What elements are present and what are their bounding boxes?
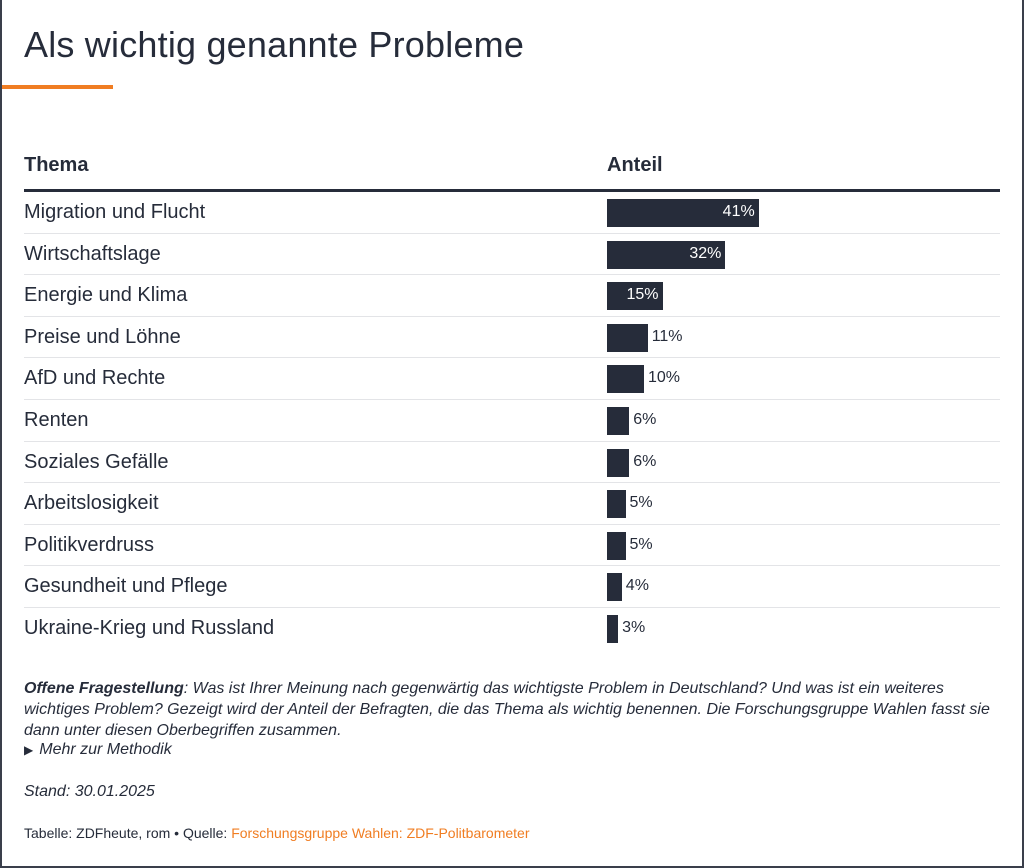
row-topic-label: Renten (24, 408, 89, 431)
row-topic-label: Arbeitslosigkeit (24, 492, 159, 515)
page-title: Als wichtig genannte Probleme (24, 24, 525, 65)
methodology-note: Offene Fragestellung: Was ist Ihrer Mein… (24, 678, 994, 741)
table-row: Gesundheit und Pflege 4% (24, 566, 1000, 608)
bar-value-label: 6% (633, 410, 657, 428)
source-line: Tabelle: ZDFheute, rom • Quelle: Forschu… (24, 825, 530, 841)
bar (607, 406, 630, 435)
source-prefix: Tabelle: ZDFheute, rom • Quelle: (24, 825, 232, 841)
table-row: Wirtschaftslage 32% (24, 234, 1000, 276)
bar-value-label: 3% (622, 618, 646, 636)
bar-value-label: 10% (648, 369, 681, 387)
row-topic-label: Politikverdruss (24, 533, 155, 556)
note-lead: Offene Fragestellung (24, 680, 184, 697)
bar-cell: 32% (607, 240, 1000, 269)
column-header-share: Anteil (607, 154, 663, 176)
table-row: Arbeitslosigkeit 5% (24, 483, 1000, 525)
row-topic-label: Soziales Gefälle (24, 450, 169, 473)
row-topic-label: Migration und Flucht (24, 201, 206, 223)
table-header: Thema Anteil (24, 150, 1000, 192)
bar-value-label: 15% (626, 286, 659, 304)
table-row: AfD und Rechte 10% (24, 358, 1000, 400)
bar-cell: 4% (607, 573, 1000, 602)
table-row: Energie und Klima 15% (24, 275, 1000, 317)
source-link[interactable]: Forschungsgruppe Wahlen: ZDF-Politbarome… (231, 825, 530, 841)
bar-cell: 15% (607, 282, 1000, 311)
table-row: Politikverdruss 5% (24, 525, 1000, 567)
row-topic-label: AfD und Rechte (24, 367, 166, 390)
bar-cell: 6% (607, 448, 1000, 477)
bar-cell: 6% (607, 406, 1000, 435)
table-row: Migration und Flucht 41% (24, 192, 1000, 234)
bar (607, 490, 626, 519)
bar-cell: 10% (607, 365, 1000, 394)
bar-cell: 5% (607, 531, 1000, 560)
methodology-toggle[interactable]: ▶ Mehr zur Methodik (24, 741, 172, 759)
bar-cell: 3% (607, 614, 1000, 643)
row-topic-label: Ukraine-Krieg und Russland (24, 616, 275, 639)
row-topic-label: Gesundheit und Pflege (24, 575, 228, 598)
row-topic-label: Preise und Löhne (24, 325, 181, 348)
bar-value-label: 4% (625, 577, 649, 595)
bar (607, 199, 759, 227)
bar-value-label: 5% (629, 494, 653, 512)
bar-value-label: 5% (629, 535, 653, 553)
table-row: Renten 6% (24, 400, 1000, 442)
bar (607, 282, 663, 311)
bar-value-label: 6% (633, 452, 657, 470)
table-body: Migration und Flucht 41% Wirtschaftslage 32… (24, 192, 1000, 650)
methodology-link-label: Mehr zur Methodik (39, 741, 172, 758)
bar-value-label: 41% (722, 203, 755, 220)
triangle-right-icon: ▶ (24, 743, 34, 757)
bar-cell: 5% (607, 490, 1000, 519)
row-topic-label: Wirtschaftslage (24, 242, 161, 265)
title-accent-line (2, 85, 113, 89)
date-stamp: Stand: 30.01.2025 (24, 783, 155, 800)
bar (607, 323, 648, 352)
row-topic-label: Energie und Klima (24, 284, 188, 307)
note-text: : Was ist Ihrer Meinung nach gegenwärtig… (24, 680, 990, 739)
bar (607, 614, 619, 643)
bar-cell: 11% (607, 323, 1000, 352)
bar (607, 531, 626, 560)
table-row: Ukraine-Krieg und Russland 3% (24, 608, 1000, 650)
data-table: Thema Anteil Migration und Flucht 41% Wirt… (24, 150, 1000, 650)
table-row: Preise und Löhne 11% (24, 317, 1000, 359)
bar (607, 240, 726, 269)
bar-value-label: 32% (689, 244, 722, 262)
column-header-topic: Thema (24, 154, 89, 176)
bar (607, 365, 644, 394)
bar (607, 573, 622, 602)
bar-value-label: 11% (651, 327, 683, 345)
bar-cell: 41% (607, 199, 1000, 227)
table-row: Soziales Gefälle 6% (24, 442, 1000, 484)
bar (607, 448, 630, 477)
